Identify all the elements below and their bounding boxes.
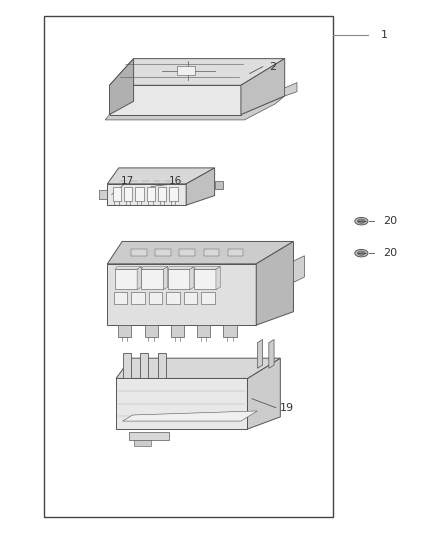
Polygon shape xyxy=(241,59,285,115)
Text: 2: 2 xyxy=(269,62,276,71)
Polygon shape xyxy=(107,264,256,325)
Polygon shape xyxy=(114,292,127,304)
Polygon shape xyxy=(228,249,243,256)
Polygon shape xyxy=(135,187,144,201)
Polygon shape xyxy=(177,67,195,75)
Polygon shape xyxy=(123,353,131,378)
Polygon shape xyxy=(184,292,197,304)
Polygon shape xyxy=(107,184,186,205)
Polygon shape xyxy=(110,59,134,115)
Polygon shape xyxy=(293,256,304,282)
Polygon shape xyxy=(194,266,220,269)
Text: 1: 1 xyxy=(381,30,388,39)
Ellipse shape xyxy=(357,219,365,223)
Polygon shape xyxy=(163,266,168,289)
Polygon shape xyxy=(141,269,163,289)
Text: 16: 16 xyxy=(169,176,182,186)
Polygon shape xyxy=(168,266,194,269)
Bar xyxy=(44,16,333,517)
Polygon shape xyxy=(124,187,132,201)
Polygon shape xyxy=(285,83,297,96)
Polygon shape xyxy=(180,249,195,256)
Polygon shape xyxy=(149,292,162,304)
Polygon shape xyxy=(171,325,184,337)
Polygon shape xyxy=(129,432,169,440)
Polygon shape xyxy=(194,269,216,289)
Polygon shape xyxy=(201,292,215,304)
Polygon shape xyxy=(168,269,190,289)
Polygon shape xyxy=(169,187,178,201)
Polygon shape xyxy=(155,249,171,256)
Polygon shape xyxy=(216,266,220,289)
Text: 19: 19 xyxy=(280,403,294,413)
Polygon shape xyxy=(115,269,137,289)
Polygon shape xyxy=(110,59,285,85)
Polygon shape xyxy=(137,266,141,289)
Polygon shape xyxy=(107,168,215,184)
Polygon shape xyxy=(215,181,223,189)
Ellipse shape xyxy=(355,249,368,257)
Polygon shape xyxy=(123,411,257,421)
Polygon shape xyxy=(190,266,194,289)
Polygon shape xyxy=(99,190,107,199)
Text: 17: 17 xyxy=(120,176,134,186)
Polygon shape xyxy=(116,378,247,429)
Polygon shape xyxy=(107,241,293,264)
Text: 20: 20 xyxy=(383,248,397,258)
Polygon shape xyxy=(145,325,158,337)
Polygon shape xyxy=(166,292,180,304)
Polygon shape xyxy=(204,249,219,256)
Polygon shape xyxy=(116,358,280,378)
Polygon shape xyxy=(223,325,237,337)
Polygon shape xyxy=(131,292,145,304)
Polygon shape xyxy=(158,353,166,378)
Ellipse shape xyxy=(357,251,365,255)
Polygon shape xyxy=(131,249,147,256)
Text: 20: 20 xyxy=(383,216,397,226)
Polygon shape xyxy=(256,241,293,325)
Ellipse shape xyxy=(355,217,368,225)
Polygon shape xyxy=(197,325,210,337)
Polygon shape xyxy=(134,440,151,446)
Polygon shape xyxy=(146,187,155,201)
Polygon shape xyxy=(141,266,168,269)
Polygon shape xyxy=(247,358,280,429)
Polygon shape xyxy=(105,96,285,120)
Polygon shape xyxy=(110,85,241,115)
Polygon shape xyxy=(158,187,166,201)
Polygon shape xyxy=(115,266,141,269)
Polygon shape xyxy=(140,353,148,378)
Polygon shape xyxy=(186,168,215,205)
Polygon shape xyxy=(257,340,262,368)
Polygon shape xyxy=(113,187,121,201)
Polygon shape xyxy=(118,325,131,337)
Polygon shape xyxy=(269,340,274,368)
